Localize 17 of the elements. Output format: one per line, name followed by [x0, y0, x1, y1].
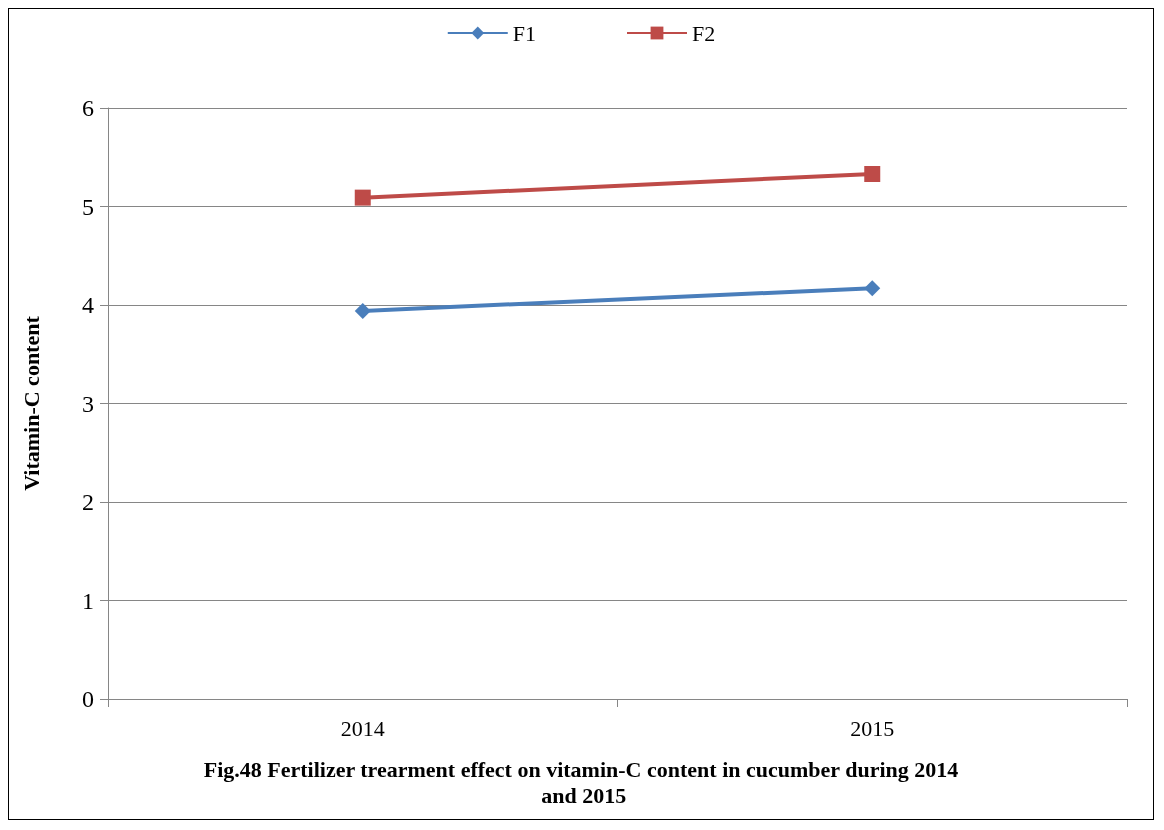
y-tick-label: 2	[82, 489, 94, 515]
y-tick-label: 0	[82, 686, 94, 712]
y-tick-label: 6	[82, 95, 94, 121]
point	[864, 165, 881, 182]
text: Fig.48 Fertilizer trearment effect on vitamin-C content in cucumber during 2014 and 2015	[203, 756, 959, 808]
y-tick-label: 3	[82, 390, 94, 417]
point	[864, 280, 881, 297]
y-tick-label: 4	[82, 292, 94, 318]
point	[354, 189, 371, 206]
y-tick-label: 1	[82, 587, 94, 614]
legend-label: F1	[512, 20, 537, 46]
legend-label: F2	[692, 20, 716, 46]
x-tick-label: 2015	[850, 715, 895, 741]
point	[354, 302, 371, 319]
y-axis-title: Vitamin-C content	[18, 315, 44, 491]
y-tick-label: 5	[82, 193, 94, 220]
x-tick-label: 2014	[340, 715, 385, 741]
